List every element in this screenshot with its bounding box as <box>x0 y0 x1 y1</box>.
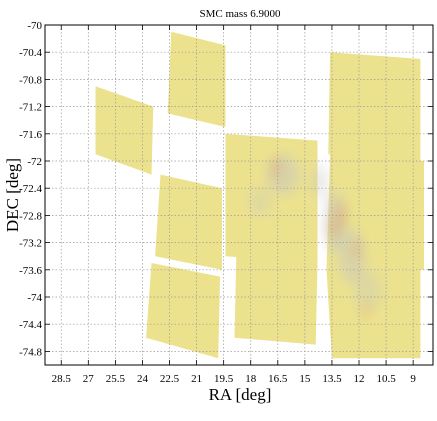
x-tick-label: 15 <box>299 373 311 385</box>
y-tick-label: -73.6 <box>19 265 42 277</box>
plot-frame <box>44 24 434 366</box>
coverage-tile-9 <box>326 269 421 359</box>
x-tick-label: 28.5 <box>52 373 72 385</box>
grid-lines <box>45 25 433 365</box>
density-hotspot-1 <box>272 155 280 180</box>
x-axis-title: RA [deg] <box>209 385 272 404</box>
y-tick-label: -70.8 <box>19 74 42 86</box>
x-tick-label: 21 <box>191 373 202 385</box>
density-hotspot-3 <box>331 218 337 240</box>
y-tick-label: -73.2 <box>19 238 42 250</box>
x-tick-label: 22.5 <box>160 373 180 385</box>
density-blob-6 <box>311 164 328 199</box>
x-tick-label: 27 <box>83 373 95 385</box>
density-hotspot-4 <box>354 239 360 260</box>
y-axis-title: DEC [deg] <box>3 158 22 232</box>
x-tick-label: 13.5 <box>322 373 342 385</box>
y-tick-label: -70 <box>27 20 42 32</box>
y-tick-label: -72.8 <box>19 210 42 222</box>
x-tick-label: 10.5 <box>376 373 396 385</box>
density-blob-1 <box>266 154 300 196</box>
y-tick-label: -70.4 <box>19 47 42 59</box>
x-tick-label: 9 <box>410 373 416 385</box>
y-tick-label: -74 <box>27 292 42 304</box>
coverage-tile-3 <box>155 174 222 270</box>
plot-area <box>45 25 433 365</box>
coverage-tile-6 <box>234 256 318 345</box>
y-axis-ticks: -70 -70.4 -70.8 -71.2 -71.6 -72 -72.4 -72.8 -73.… <box>19 20 433 358</box>
chart-title: SMC mass 6.9000 <box>200 8 281 20</box>
coverage-tile-5 <box>225 133 318 263</box>
y-tick-label: -72 <box>27 156 42 168</box>
x-tick-label: 12 <box>354 373 365 385</box>
x-tick-label: 18 <box>245 373 257 385</box>
y-tick-label: -74.8 <box>19 346 42 358</box>
density-hotspot-5 <box>363 302 369 320</box>
x-tick-label: 19.5 <box>214 373 234 385</box>
x-tick-label: 16.5 <box>268 373 288 385</box>
density-layer <box>248 154 383 320</box>
density-hotspot-2 <box>337 201 345 229</box>
density-blob-5 <box>248 188 271 216</box>
x-tick-label: 24 <box>137 373 149 385</box>
x-axis-ticks: 28.5 27 25.5 24 22.5 21 19.5 18 16.5 15 13.5 12 10.5… <box>52 25 416 385</box>
density-blob-4 <box>353 269 383 311</box>
y-tick-label: -71.6 <box>19 129 42 141</box>
coverage-tile-4 <box>146 263 221 359</box>
y-tick-label: -74.4 <box>19 319 42 331</box>
x-tick-label: 25.5 <box>106 373 126 385</box>
y-tick-label: -71.2 <box>19 102 42 114</box>
y-tick-label: -72.4 <box>19 183 42 195</box>
coverage-tile-1 <box>95 86 154 175</box>
